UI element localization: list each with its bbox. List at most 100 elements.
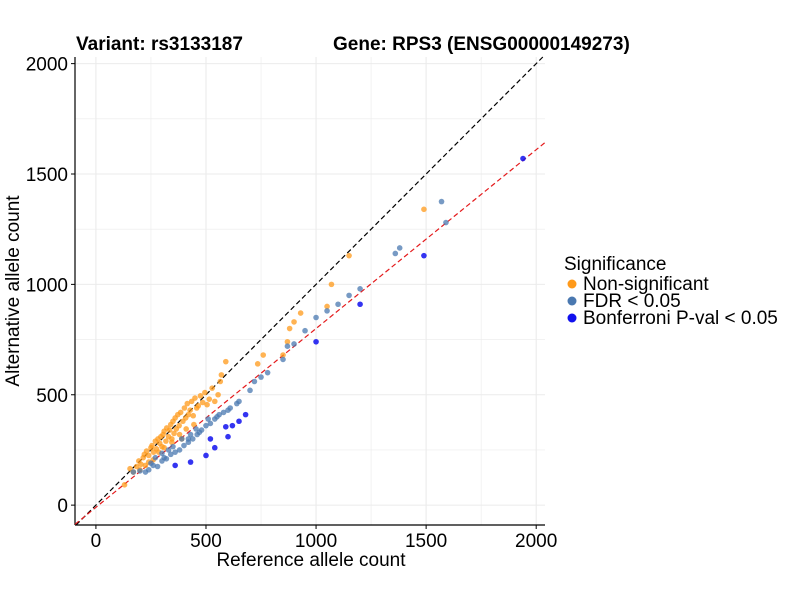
point-non-significant xyxy=(190,412,197,419)
point-non-significant xyxy=(260,352,267,358)
point-bonferroni-p-val-0-05 xyxy=(357,301,363,308)
point-fdr-0-05 xyxy=(185,436,192,442)
y-tick-label: 2000 xyxy=(26,55,68,76)
point-fdr-0-05 xyxy=(154,463,161,470)
point-non-significant xyxy=(215,391,221,398)
legend-label-fdr: FDR < 0.05 xyxy=(583,291,681,312)
point-bonferroni-p-val-0-05 xyxy=(172,462,178,469)
legend-label-non-significant: Non-significant xyxy=(583,274,709,295)
point-fdr-0-05 xyxy=(251,378,258,385)
point-non-significant xyxy=(176,431,183,438)
point-non-significant xyxy=(328,281,335,288)
title-gene: Gene: RPS3 (ENSG00000149273) xyxy=(333,34,630,55)
point-non-significant xyxy=(199,399,206,406)
reference-line-identity xyxy=(75,56,544,526)
point-fdr-0-05 xyxy=(145,467,152,473)
point-fdr-0-05 xyxy=(165,447,172,453)
point-fdr-0-05 xyxy=(137,468,143,474)
point-non-significant xyxy=(121,482,128,488)
point-fdr-0-05 xyxy=(172,449,178,455)
point-non-significant xyxy=(171,430,177,437)
point-non-significant xyxy=(197,393,204,399)
point-non-significant xyxy=(177,409,184,416)
y-tick-label: 0 xyxy=(57,496,68,517)
legend-swatch-non-significant xyxy=(567,279,577,289)
point-fdr-0-05 xyxy=(203,422,209,429)
point-fdr-0-05 xyxy=(392,250,399,257)
point-fdr-0-05 xyxy=(396,245,403,251)
point-fdr-0-05 xyxy=(130,469,137,475)
point-non-significant xyxy=(191,421,197,428)
point-non-significant xyxy=(202,389,208,396)
point-bonferroni-p-val-0-05 xyxy=(187,459,194,465)
point-non-significant xyxy=(163,438,169,444)
point-non-significant xyxy=(185,411,192,418)
legend-swatch-fdr xyxy=(567,296,577,306)
point-non-significant xyxy=(183,426,189,432)
point-bonferroni-p-val-0-05 xyxy=(222,423,229,430)
x-tick-label: 500 xyxy=(190,531,222,552)
point-fdr-0-05 xyxy=(220,409,227,416)
point-non-significant xyxy=(176,422,182,429)
point-fdr-0-05 xyxy=(178,436,185,442)
point-non-significant xyxy=(149,442,155,449)
point-fdr-0-05 xyxy=(324,308,330,314)
point-bonferroni-p-val-0-05 xyxy=(211,444,218,451)
point-non-significant xyxy=(169,439,175,446)
point-bonferroni-p-val-0-05 xyxy=(225,433,231,440)
point-fdr-0-05 xyxy=(335,301,341,308)
point-fdr-0-05 xyxy=(148,460,154,466)
point-non-significant xyxy=(166,427,173,433)
point-non-significant xyxy=(187,407,193,414)
point-non-significant xyxy=(145,452,152,459)
point-fdr-0-05 xyxy=(284,343,291,349)
point-fdr-0-05 xyxy=(214,414,220,420)
x-tick-label: 2000 xyxy=(515,531,557,552)
point-bonferroni-p-val-0-05 xyxy=(421,252,427,259)
point-non-significant xyxy=(181,405,188,411)
point-non-significant xyxy=(209,385,215,391)
point-fdr-0-05 xyxy=(205,416,211,422)
point-fdr-0-05 xyxy=(258,374,264,380)
point-non-significant xyxy=(346,252,352,259)
point-fdr-0-05 xyxy=(236,398,242,405)
point-fdr-0-05 xyxy=(159,450,165,457)
legend-swatch-bonferroni xyxy=(567,313,577,323)
point-non-significant xyxy=(217,378,224,385)
point-bonferroni-p-val-0-05 xyxy=(236,418,242,425)
point-bonferroni-p-val-0-05 xyxy=(207,436,214,442)
point-fdr-0-05 xyxy=(207,420,214,427)
x-axis-title: Reference allele count xyxy=(216,550,406,571)
point-fdr-0-05 xyxy=(167,451,174,458)
point-non-significant xyxy=(254,361,261,367)
x-tick-label: 1500 xyxy=(405,531,447,552)
point-non-significant xyxy=(192,395,198,401)
point-bonferroni-p-val-0-05 xyxy=(229,422,236,429)
point-fdr-0-05 xyxy=(313,314,319,321)
point-non-significant xyxy=(138,461,144,468)
point-bonferroni-p-val-0-05 xyxy=(313,338,319,345)
point-fdr-0-05 xyxy=(291,341,297,347)
point-fdr-0-05 xyxy=(280,356,286,363)
point-non-significant xyxy=(204,401,210,408)
point-non-significant xyxy=(143,448,150,454)
point-fdr-0-05 xyxy=(346,292,352,299)
point-fdr-0-05 xyxy=(152,454,159,461)
point-fdr-0-05 xyxy=(443,219,449,226)
point-non-significant xyxy=(206,396,213,402)
legend: Significance Non-significant FDR < 0.05 … xyxy=(564,254,778,329)
point-non-significant xyxy=(218,372,225,378)
legend-title: Significance xyxy=(564,254,666,275)
point-non-significant xyxy=(291,319,297,325)
point-fdr-0-05 xyxy=(181,442,187,449)
point-fdr-0-05 xyxy=(176,447,183,453)
point-non-significant xyxy=(421,206,427,213)
y-axis-title: Alternative allele count xyxy=(3,195,24,387)
point-fdr-0-05 xyxy=(189,436,196,442)
point-non-significant xyxy=(280,352,286,358)
grid xyxy=(75,57,545,525)
point-non-significant xyxy=(142,462,149,469)
point-non-significant xyxy=(222,358,229,365)
x-tick-label: 0 xyxy=(91,531,102,552)
point-fdr-0-05 xyxy=(193,426,199,432)
